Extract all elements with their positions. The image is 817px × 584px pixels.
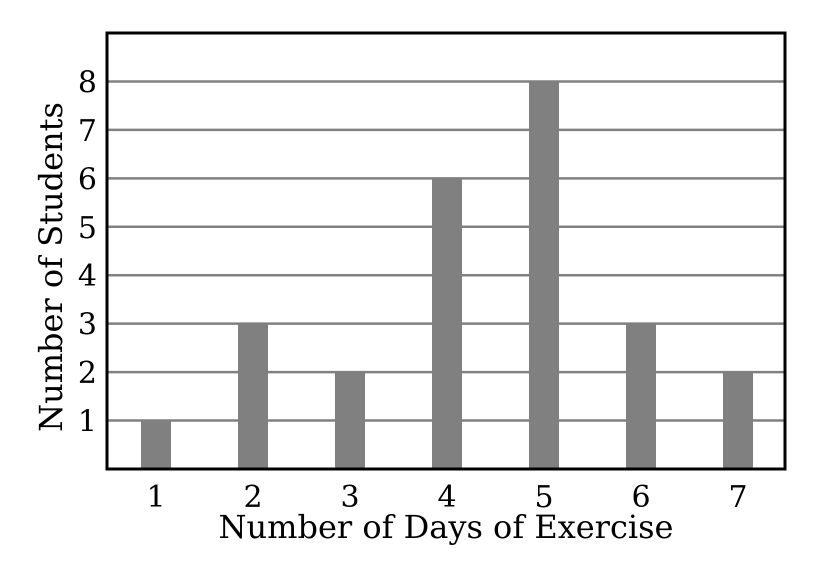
x-tick-label: 2: [243, 480, 262, 515]
bar-2: [238, 323, 268, 469]
y-tick-label: 3: [78, 308, 97, 343]
bar-5: [529, 81, 559, 469]
bar-3: [335, 372, 365, 469]
y-tick-label: 1: [78, 405, 97, 440]
x-tick-label: 3: [340, 480, 359, 515]
x-tick-label: 5: [534, 480, 553, 515]
y-tick-label: 6: [78, 162, 97, 197]
bar-1: [141, 420, 171, 469]
bars: [141, 81, 753, 470]
x-tick-label: 7: [728, 480, 747, 515]
y-axis-title: Number of Students: [32, 102, 70, 432]
bar-7: [723, 372, 753, 469]
x-tick-label: 1: [146, 480, 165, 515]
y-tick-label: 7: [78, 114, 97, 149]
x-tick-label: 4: [437, 480, 456, 515]
x-tick-label: 6: [631, 480, 650, 515]
y-tick-label: 2: [78, 356, 97, 391]
x-axis-title: Number of Days of Exercise: [219, 508, 674, 546]
y-tick-label: 4: [78, 259, 97, 294]
plot-frame: [105, 31, 787, 471]
bar-4: [432, 178, 462, 470]
bar-6: [626, 323, 656, 469]
x-tick-labels: 1 2 3 4 5 6 7: [146, 480, 747, 515]
y-tick-label: 5: [78, 211, 97, 246]
y-tick-labels: 1 2 3 4 5 6 7 8: [78, 65, 97, 439]
y-tick-label: 8: [78, 65, 97, 100]
